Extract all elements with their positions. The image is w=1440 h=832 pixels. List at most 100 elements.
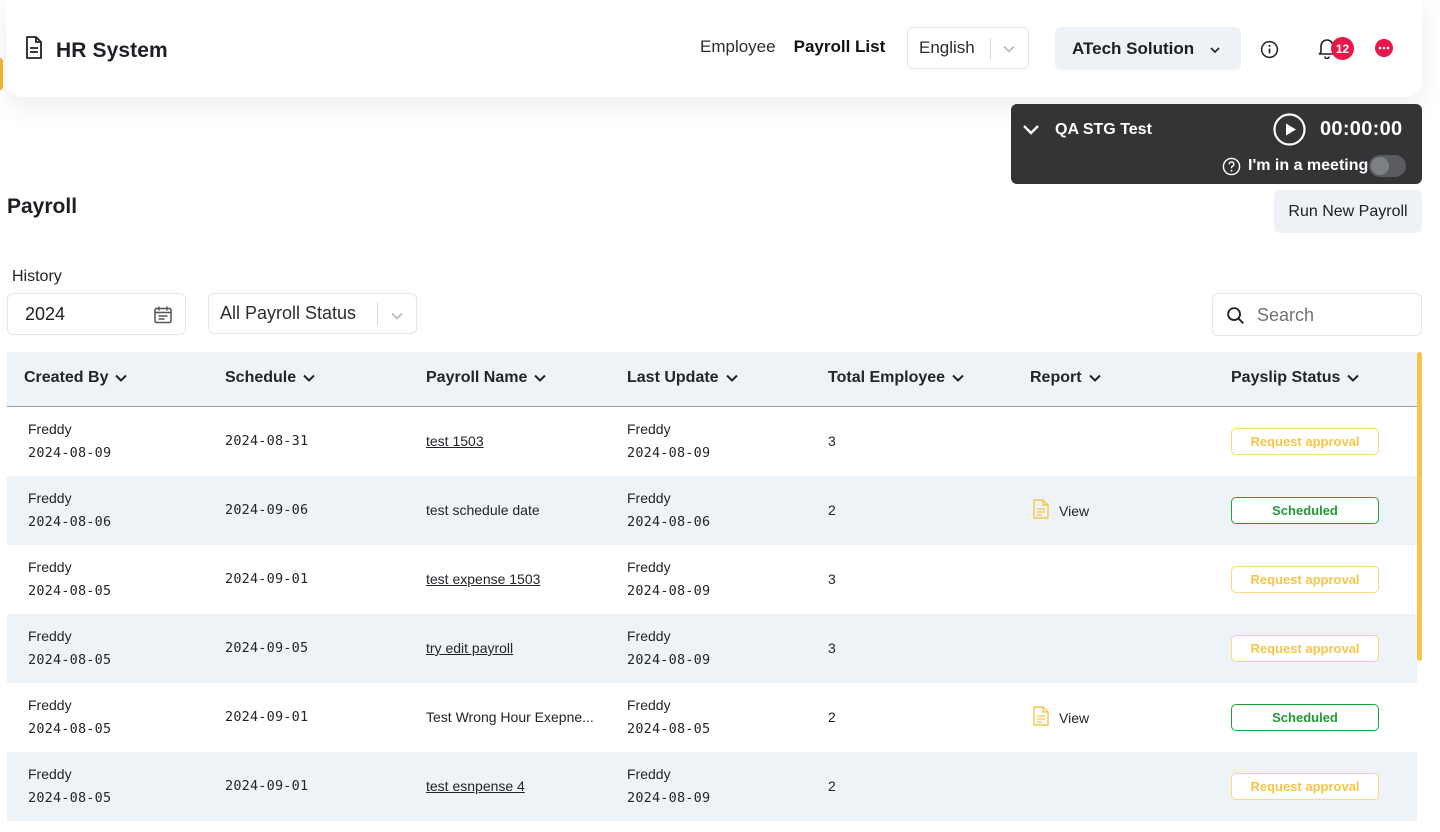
- side-indicator: [0, 58, 3, 90]
- document-icon: [1032, 499, 1050, 522]
- status-badge[interactable]: Request approval: [1231, 773, 1379, 800]
- calendar-icon[interactable]: [153, 305, 173, 330]
- created-date: 2024-08-05: [28, 652, 112, 668]
- app-title: HR System: [56, 38, 168, 62]
- chevron-down-icon: [1088, 374, 1101, 382]
- updated-date: 2024-08-09: [627, 790, 711, 806]
- play-icon[interactable]: [1273, 113, 1306, 151]
- document-icon: [24, 36, 44, 65]
- payroll-name-link[interactable]: test expense 1503: [426, 571, 541, 587]
- column-label: Created By: [24, 369, 109, 386]
- column-label: Last Update: [627, 369, 719, 386]
- chevron-down-icon: [952, 374, 964, 382]
- payroll-name-link[interactable]: try edit payroll: [426, 640, 514, 656]
- column-payslip-status[interactable]: Payslip Status: [1231, 369, 1360, 387]
- status-badge[interactable]: Scheduled: [1231, 704, 1379, 731]
- status-badge[interactable]: Request approval: [1231, 635, 1379, 662]
- column-payroll-name[interactable]: Payroll Name: [426, 369, 547, 387]
- table-row[interactable]: Freddy 2024-08-05 2024-09-01 test expense 1…: [7, 545, 1417, 614]
- column-label: Schedule: [225, 369, 297, 386]
- language-select[interactable]: English: [907, 27, 1029, 69]
- updated-date: 2024-08-06: [627, 514, 711, 530]
- schedule-cell: 2024-09-01: [225, 709, 309, 725]
- status-badge[interactable]: Scheduled: [1231, 497, 1379, 524]
- updated-by-name: Freddy: [627, 628, 671, 644]
- created-date: 2024-08-05: [28, 790, 112, 806]
- total-employee-cell: 3: [828, 433, 836, 449]
- table-row[interactable]: Freddy 2024-08-05 2024-09-05 try edit payro…: [7, 614, 1417, 683]
- total-employee-cell: 2: [828, 502, 836, 518]
- toggle-knob: [1371, 157, 1389, 175]
- chevron-down-icon[interactable]: [1021, 120, 1041, 145]
- brand[interactable]: HR System: [24, 36, 168, 65]
- table-row[interactable]: Freddy 2024-08-06 2024-09-06 test schedule …: [7, 476, 1417, 545]
- payroll-name-link[interactable]: test esnpense 4: [426, 778, 525, 794]
- table-row[interactable]: Freddy 2024-08-09 2024-08-31 test 1503 Fredd…: [7, 407, 1417, 476]
- column-created-by[interactable]: Created By: [24, 369, 128, 387]
- created-by-name: Freddy: [28, 421, 72, 437]
- last-update-cell: Freddy 2024-08-09: [627, 624, 710, 672]
- created-by-name: Freddy: [28, 766, 72, 782]
- created-by-name: Freddy: [28, 697, 72, 713]
- updated-date: 2024-08-09: [627, 583, 711, 599]
- chevron-down-icon: [1209, 41, 1221, 61]
- company-switcher[interactable]: ATech Solution: [1055, 27, 1241, 70]
- run-new-payroll-button[interactable]: Run New Payroll: [1274, 190, 1422, 233]
- last-update-cell: Freddy 2024-08-09: [627, 762, 710, 810]
- total-employee-cell: 2: [828, 778, 836, 794]
- time-tracker-widget: QA STG Test 00:00:00 I'm in a meeting: [1011, 104, 1422, 184]
- report-label: View: [1059, 709, 1090, 726]
- help-icon[interactable]: [1222, 157, 1241, 181]
- year-picker[interactable]: 2024: [7, 293, 186, 335]
- updated-date: 2024-08-09: [627, 445, 711, 461]
- meeting-label: I'm in a meeting: [1248, 157, 1369, 174]
- report-label: View: [1059, 502, 1090, 519]
- report-view-link[interactable]: View: [1032, 706, 1089, 729]
- column-last-update[interactable]: Last Update: [627, 369, 739, 387]
- total-employee-cell: 3: [828, 640, 836, 656]
- info-icon[interactable]: [1260, 40, 1279, 64]
- last-update-cell: Freddy 2024-08-09: [627, 417, 710, 465]
- company-name: ATech Solution: [1072, 38, 1195, 58]
- chat-icon[interactable]: [1374, 38, 1394, 63]
- updated-by-name: Freddy: [627, 421, 671, 437]
- status-badge[interactable]: Request approval: [1231, 566, 1379, 593]
- status-filter-value: All Payroll Status: [220, 303, 357, 323]
- created-by-cell: Freddy 2024-08-06: [28, 486, 111, 534]
- table-scrollbar[interactable]: [1417, 352, 1422, 661]
- meeting-toggle[interactable]: [1369, 155, 1406, 177]
- chevron-down-icon: [115, 374, 128, 382]
- select-divider: [990, 38, 991, 60]
- nav-payroll-list[interactable]: Payroll List: [793, 37, 886, 56]
- status-badge[interactable]: Request approval: [1231, 428, 1379, 455]
- table-header: Created By Schedule Payroll Name Last Up…: [7, 352, 1417, 407]
- created-by-name: Freddy: [28, 490, 72, 506]
- created-by-cell: Freddy 2024-08-09: [28, 417, 111, 465]
- column-schedule[interactable]: Schedule: [225, 369, 316, 387]
- total-employee-cell: 3: [828, 571, 836, 587]
- updated-date: 2024-08-05: [627, 721, 711, 737]
- created-by-cell: Freddy 2024-08-05: [28, 762, 111, 810]
- column-label: Payslip Status: [1231, 369, 1341, 386]
- chevron-down-icon: [534, 374, 547, 382]
- table-row[interactable]: Freddy 2024-08-05 2024-09-01 Test Wrong Hou…: [7, 683, 1417, 752]
- created-date: 2024-08-06: [28, 514, 112, 530]
- column-report[interactable]: Report: [1030, 369, 1102, 387]
- table-row[interactable]: Freddy 2024-08-05 2024-09-01 test esnpense …: [7, 752, 1417, 821]
- payroll-status-filter[interactable]: All Payroll Status: [208, 293, 417, 334]
- search-input[interactable]: [1257, 302, 1407, 328]
- column-label: Payroll Name: [426, 369, 528, 386]
- nav-employee[interactable]: Employee: [700, 37, 776, 56]
- updated-date: 2024-08-09: [627, 652, 711, 668]
- created-by-name: Freddy: [28, 628, 72, 644]
- schedule-cell: 2024-09-05: [225, 640, 309, 656]
- search-field: [1212, 293, 1422, 336]
- total-employee-cell: 2: [828, 709, 836, 725]
- tracker-project: QA STG Test: [1055, 121, 1152, 138]
- column-total-employee[interactable]: Total Employee: [828, 369, 965, 387]
- updated-by-name: Freddy: [627, 697, 671, 713]
- document-icon: [1032, 706, 1050, 729]
- language-value: English: [919, 38, 975, 57]
- report-view-link[interactable]: View: [1032, 499, 1089, 522]
- payroll-name-link[interactable]: test 1503: [426, 433, 484, 449]
